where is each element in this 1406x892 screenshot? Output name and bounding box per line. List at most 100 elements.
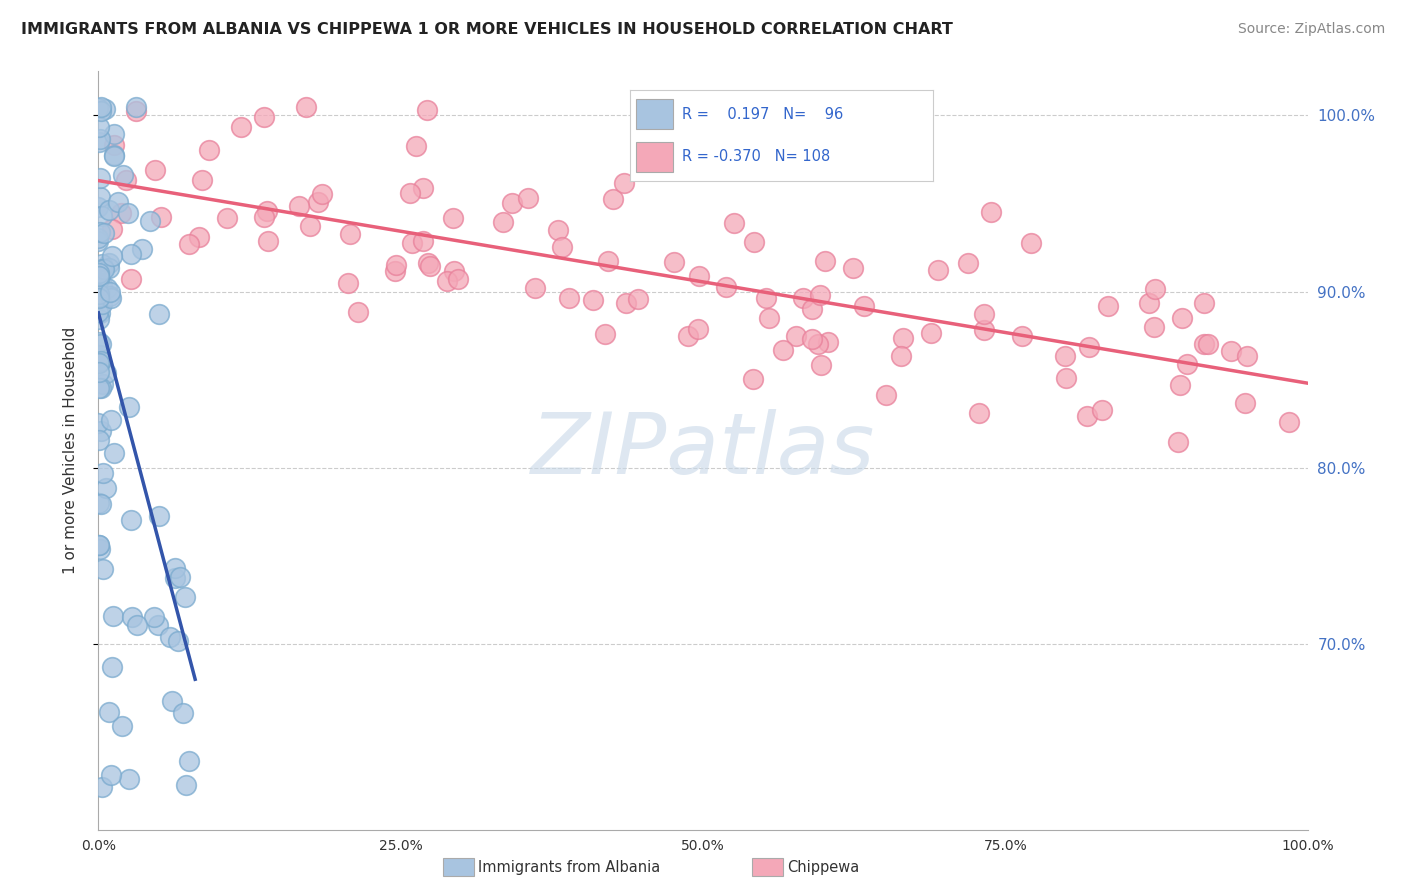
Point	[103, 147, 125, 161]
Point	[593, 326, 616, 341]
Point	[114, 173, 136, 187]
Point	[87, 305, 110, 319]
Point	[1076, 409, 1098, 424]
Point	[87, 290, 110, 304]
Point	[100, 222, 122, 236]
Point	[100, 291, 122, 305]
Point	[1168, 378, 1191, 392]
Point	[87, 365, 110, 379]
Point	[89, 170, 111, 185]
Point	[742, 235, 765, 249]
Point	[1175, 357, 1198, 371]
Point	[801, 302, 824, 317]
Point	[101, 659, 124, 673]
Point	[501, 195, 523, 210]
Point	[172, 706, 194, 720]
Point	[614, 295, 637, 310]
Point	[89, 225, 111, 239]
Point	[93, 561, 115, 575]
Point	[714, 280, 737, 294]
Point	[163, 560, 186, 574]
Point	[1167, 435, 1189, 450]
Point	[131, 243, 153, 257]
Point	[120, 272, 142, 286]
Point	[87, 234, 110, 248]
Point	[385, 259, 408, 273]
Point	[148, 509, 170, 524]
Point	[103, 127, 125, 141]
Point	[89, 287, 111, 301]
Point	[447, 272, 470, 286]
Point	[87, 269, 110, 284]
Point	[87, 538, 110, 552]
Point	[1220, 343, 1243, 358]
Point	[91, 466, 114, 480]
Point	[1278, 415, 1301, 429]
Point	[412, 234, 434, 248]
Point	[100, 768, 122, 782]
Point	[93, 261, 115, 276]
Point	[148, 617, 170, 632]
Point	[120, 247, 142, 261]
Point	[98, 705, 121, 719]
Point	[143, 162, 166, 177]
Point	[973, 323, 995, 337]
Point	[87, 230, 110, 244]
Point	[927, 263, 949, 277]
Point	[90, 424, 112, 438]
Point	[117, 206, 139, 220]
Point	[307, 194, 329, 209]
Point	[1197, 337, 1219, 351]
Point	[491, 215, 513, 229]
Point	[662, 254, 685, 268]
Point	[742, 372, 765, 386]
Point	[97, 203, 120, 218]
Point	[90, 278, 112, 293]
Point	[288, 199, 311, 213]
Point	[1171, 311, 1194, 326]
Point	[973, 307, 995, 321]
Point	[256, 204, 278, 219]
Point	[1144, 282, 1167, 296]
Point	[1077, 341, 1099, 355]
Point	[337, 276, 360, 290]
Point	[810, 358, 832, 372]
Point	[89, 272, 111, 286]
Point	[295, 100, 318, 114]
Point	[1192, 295, 1215, 310]
Point	[676, 329, 699, 343]
Point	[93, 226, 115, 240]
Point	[405, 139, 427, 153]
Point	[89, 132, 111, 146]
Point	[401, 235, 423, 250]
Point	[723, 216, 745, 230]
Point	[90, 258, 112, 272]
Point	[412, 181, 434, 195]
Point	[256, 234, 278, 248]
Text: IMMIGRANTS FROM ALBANIA VS CHIPPEWA 1 OR MORE VEHICLES IN HOUSEHOLD CORRELATION : IMMIGRANTS FROM ALBANIA VS CHIPPEWA 1 OR…	[21, 22, 953, 37]
Point	[94, 102, 117, 116]
Point	[90, 100, 112, 114]
Point	[596, 253, 619, 268]
Point	[87, 266, 110, 280]
Point	[87, 291, 110, 305]
Point	[89, 541, 111, 556]
Point	[339, 227, 361, 241]
Point	[87, 272, 110, 286]
Point	[311, 186, 333, 201]
Point	[416, 256, 439, 270]
Point	[1019, 235, 1042, 250]
Point	[686, 322, 709, 336]
Point	[103, 446, 125, 460]
Point	[90, 381, 112, 395]
Point	[167, 633, 190, 648]
Point	[179, 754, 201, 768]
Point	[94, 367, 117, 381]
Point	[120, 514, 142, 528]
Point	[111, 168, 134, 182]
Point	[198, 143, 221, 157]
Point	[90, 497, 112, 511]
Point	[100, 413, 122, 427]
Point	[111, 719, 134, 733]
Point	[142, 610, 165, 624]
